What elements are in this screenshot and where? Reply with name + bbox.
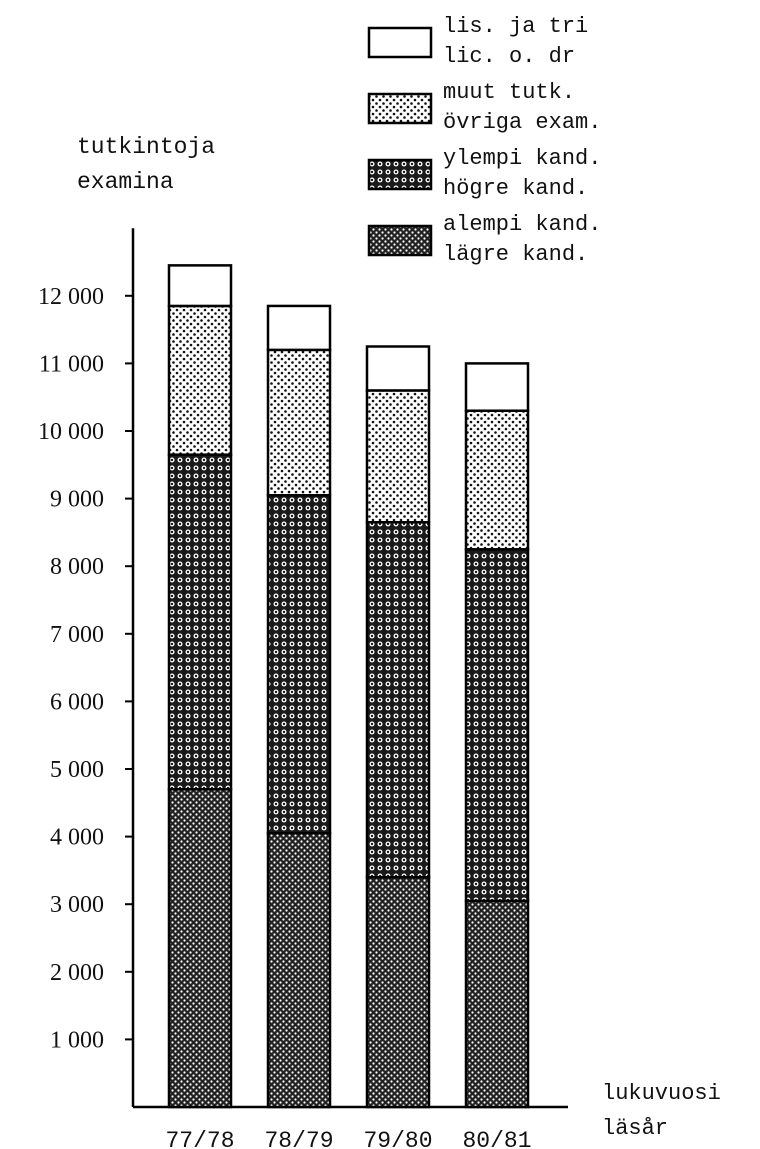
y-tick-label: 10 000 <box>38 419 104 445</box>
bar-segment <box>167 264 233 308</box>
x-tick-label: 79/80 <box>363 1128 432 1149</box>
bar-stack <box>167 264 233 1109</box>
x-tick-label: 78/79 <box>264 1128 333 1149</box>
bar-segment <box>266 304 332 352</box>
legend-label: lic. o. dr <box>443 44 575 69</box>
bar-segment <box>266 831 332 1109</box>
legend-label: muut tutk. <box>443 80 575 105</box>
legend-swatch <box>367 26 433 59</box>
legend-item: lis. ja tri lic. o. dr <box>367 14 588 69</box>
x-tick-label: 77/78 <box>165 1128 234 1149</box>
x-ticks: 77/78 78/79 79/80 80/81 <box>165 1128 531 1149</box>
y-tick-label: 12 000 <box>38 284 104 310</box>
y-tick-label: 1 000 <box>50 1027 104 1053</box>
bar-stack <box>365 345 431 1109</box>
y-ticks: 1 000 2 000 3 000 4 000 5 000 6 000 7 000 8 000… <box>38 284 133 1053</box>
legend: lis. ja tri lic. o. dr muut tutk. övriga ex… <box>367 14 601 267</box>
bar-segment <box>365 389 431 524</box>
y-tick-label: 6 000 <box>50 689 104 715</box>
x-tick-label: 80/81 <box>462 1128 531 1149</box>
y-axis-title-line: tutkintoja <box>77 134 215 160</box>
legend-item: muut tutk. övriga exam. <box>367 80 601 135</box>
y-axis-title-line: examina <box>77 169 174 195</box>
legend-label: lis. ja tri <box>443 14 588 39</box>
bar-segment <box>464 409 530 551</box>
bar-segment <box>464 548 530 903</box>
bars <box>167 264 530 1109</box>
bar-segment <box>266 493 332 835</box>
legend-item: ylempi kand. högre kand. <box>367 146 601 201</box>
legend-swatch <box>367 92 433 125</box>
legend-item: alempi kand. lägre kand. <box>367 212 601 267</box>
y-tick-label: 3 000 <box>50 892 104 918</box>
legend-swatch <box>367 224 433 257</box>
y-tick-label: 5 000 <box>50 757 104 783</box>
bar-segment <box>365 875 431 1109</box>
legend-label: ylempi kand. <box>443 146 601 171</box>
x-axis-title-line: läsår <box>602 1116 668 1141</box>
legend-swatch <box>367 158 433 191</box>
y-tick-label: 2 000 <box>50 960 104 986</box>
y-tick-label: 11 000 <box>39 351 104 377</box>
legend-label: högre kand. <box>443 176 588 201</box>
bar-segment <box>167 788 233 1109</box>
y-tick-label: 4 000 <box>50 825 104 851</box>
bar-segment <box>266 348 332 497</box>
y-tick-label: 8 000 <box>50 554 104 580</box>
bar-segment <box>365 521 431 879</box>
legend-label: övriga exam. <box>443 110 601 135</box>
bar-stack <box>266 304 332 1109</box>
bar-segment <box>464 899 530 1109</box>
bar-segment <box>167 304 233 456</box>
y-axis-title: tutkintoja examina <box>77 134 215 195</box>
y-tick-label: 7 000 <box>50 622 104 648</box>
bar-segment <box>464 362 530 412</box>
legend-label: alempi kand. <box>443 212 601 237</box>
y-tick-label: 9 000 <box>50 487 104 513</box>
x-axis-title-line: lukuvuosi <box>602 1081 721 1106</box>
bar-segment <box>365 345 431 392</box>
bar-segment <box>167 453 233 791</box>
bar-stack <box>464 362 530 1109</box>
legend-label: lägre kand. <box>443 242 588 267</box>
x-axis-title: lukuvuosi läsår <box>602 1081 721 1141</box>
